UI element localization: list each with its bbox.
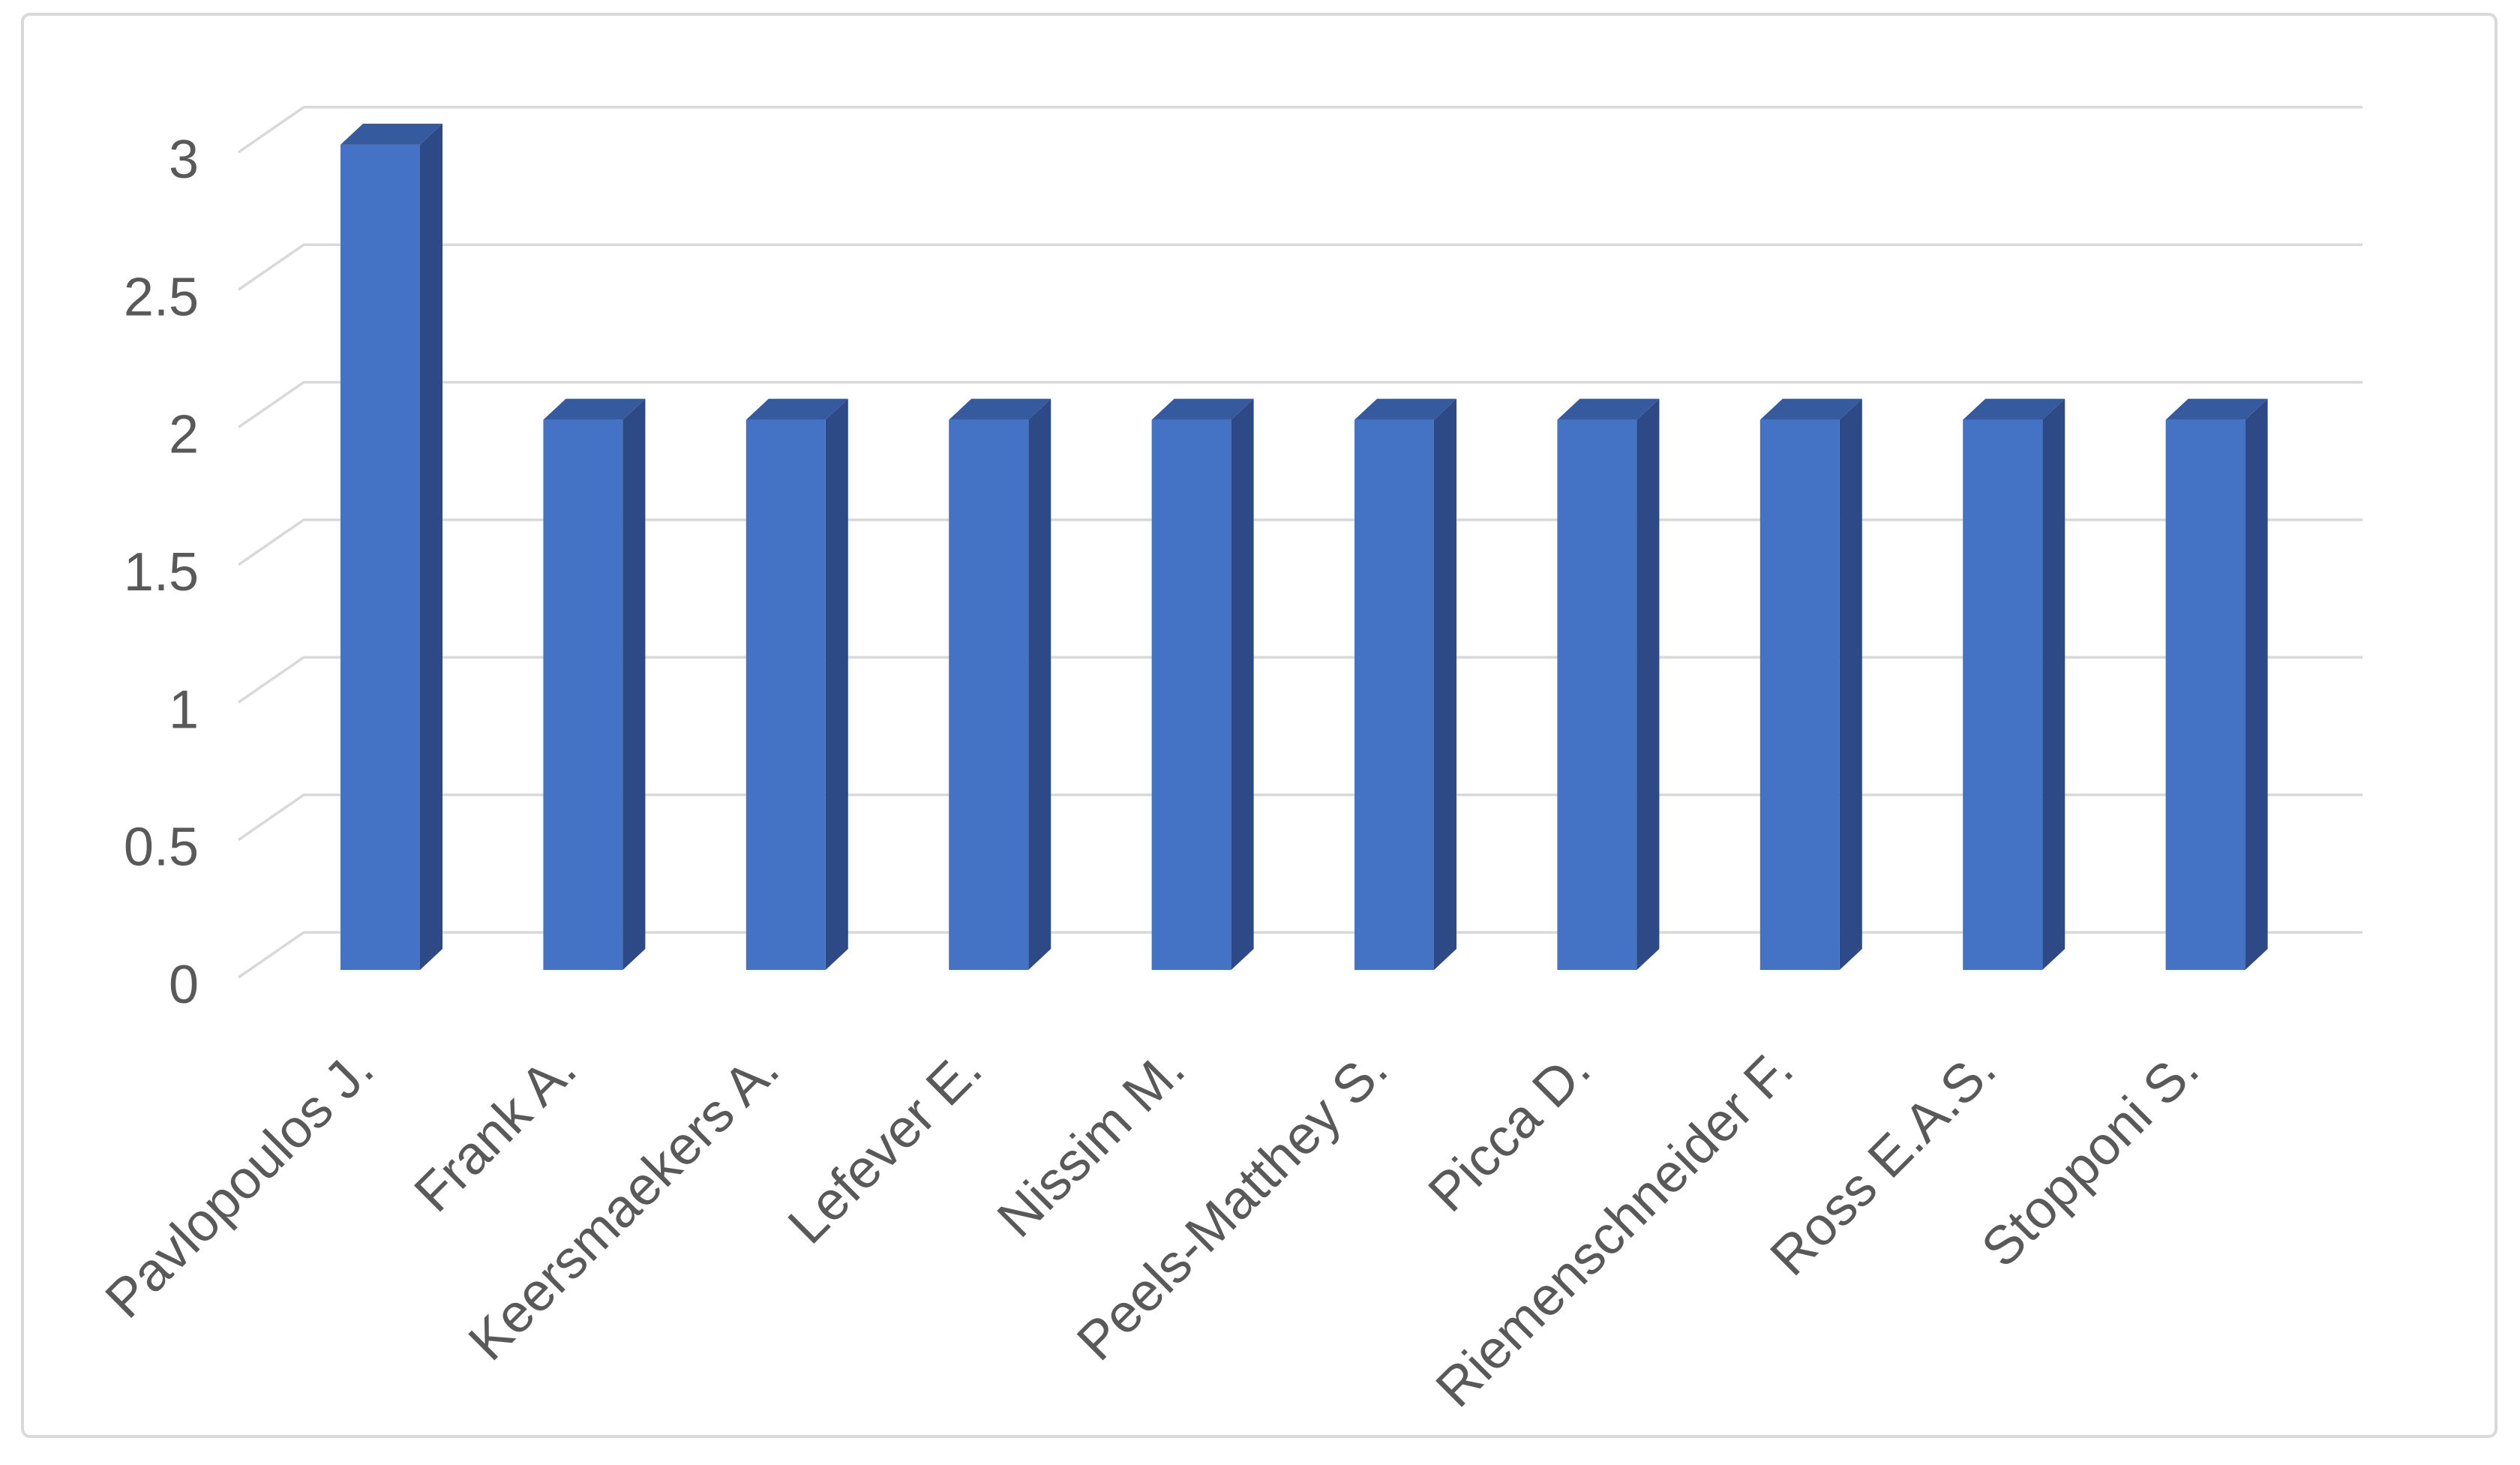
y-axis-tick-label: 0 [169, 955, 199, 1015]
bar-side-face [622, 398, 646, 970]
bar[interactable] [1557, 419, 1637, 970]
bar-top-face [543, 398, 646, 420]
chart-frame-border [21, 13, 2498, 1438]
bar-side-face [1839, 398, 1862, 970]
bar[interactable] [746, 419, 826, 970]
x-axis-category-label: Lefever E. [777, 1039, 994, 1256]
x-axis-category-label: Nissim M. [986, 1039, 1196, 1249]
bar-top-face [340, 123, 442, 145]
bar-top-face [1557, 398, 1660, 420]
gridline [238, 931, 2362, 979]
y-axis-tick-label: 3 [169, 130, 199, 190]
bar[interactable] [340, 144, 420, 970]
x-axis-category-label: Riemenschneider F. [1425, 1039, 1804, 1418]
gridline [238, 518, 2362, 566]
bar[interactable] [1963, 419, 2043, 970]
gridline [238, 793, 2362, 842]
y-axis-tick-label: 2 [169, 405, 199, 465]
gridline [238, 106, 2362, 154]
bar-side-face [1028, 398, 1052, 970]
bar-top-face [2165, 398, 2268, 420]
bar-top-face [1354, 398, 1456, 420]
bar[interactable] [1151, 419, 1232, 970]
x-axis-category-label: Picca D. [1418, 1039, 1602, 1223]
bar[interactable] [949, 419, 1029, 970]
bar[interactable] [1354, 419, 1434, 970]
gridline [238, 243, 2362, 291]
gridline [238, 656, 2362, 704]
bar[interactable] [543, 419, 623, 970]
bar-top-face [746, 398, 848, 420]
bar-side-face [1636, 398, 1660, 970]
bar-top-face [1963, 398, 2066, 420]
x-axis-category-label: Stopponi S. [1970, 1039, 2210, 1279]
bar-top-face [1151, 398, 1254, 420]
bar-side-face [1231, 398, 1254, 970]
bar-side-face [2042, 398, 2066, 970]
x-axis-category-label: Pavlopoulos J. [94, 1039, 386, 1330]
bar[interactable] [1760, 419, 1840, 970]
y-axis-tick-label: 1 [169, 680, 199, 740]
x-axis-category-label: Frank A. [404, 1039, 588, 1223]
bar-side-face [825, 398, 848, 970]
bar-side-face [420, 123, 442, 970]
y-axis-tick-label: 2.5 [124, 267, 199, 327]
bar-top-face [949, 398, 1052, 420]
y-axis-tick-label: 0.5 [124, 818, 199, 878]
bar-side-face [2245, 398, 2268, 970]
gridline [238, 380, 2362, 429]
y-axis-tick-label: 1.5 [124, 542, 199, 602]
bar-top-face [1760, 398, 1862, 420]
bar-side-face [1434, 398, 1456, 970]
bar[interactable] [2165, 419, 2246, 970]
